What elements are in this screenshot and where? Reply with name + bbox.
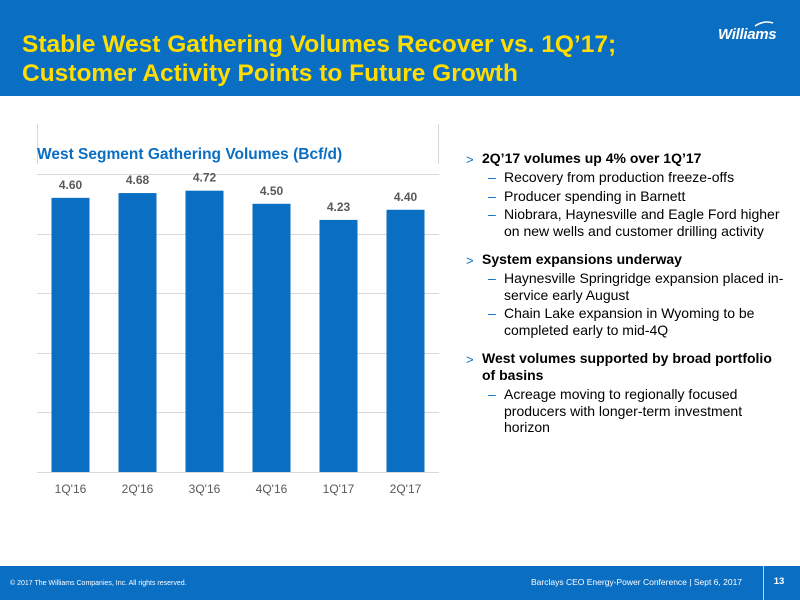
- page-number: 13: [773, 576, 785, 587]
- x-tick-label: 2Q'17: [390, 482, 422, 496]
- bullet-gap: [466, 338, 786, 350]
- dash-icon: –: [488, 270, 496, 286]
- dash-icon: –: [488, 187, 496, 204]
- sub-bullet-text: Chain Lake expansion in Wyoming to be co…: [504, 305, 755, 338]
- logo-swoosh-icon: [754, 21, 774, 27]
- bullet-text: West volumes supported by broad portfoli…: [482, 350, 772, 383]
- sub-bullet-item: – Acreage moving to regionally focused pr…: [466, 386, 786, 436]
- x-tick-label: 4Q'16: [256, 482, 288, 496]
- data-label: 4.68: [126, 173, 150, 187]
- dash-icon: –: [488, 386, 496, 402]
- bullet-list: >2Q’17 volumes up 4% over 1Q’17– Recovery…: [466, 150, 786, 436]
- bullet-item: > System expansions underway: [466, 251, 786, 268]
- data-label: 4.60: [59, 178, 83, 192]
- bar-2Q17: [386, 209, 425, 472]
- bar-4Q16: [252, 203, 291, 473]
- sub-bullet-text: Producer spending in Barnett: [504, 187, 686, 204]
- chevron-right-icon: >: [466, 253, 474, 268]
- sub-bullet-item: – Chain Lake expansion in Wyoming to be c…: [466, 305, 786, 338]
- sub-bullet-text: Recovery from production freeze-offs: [504, 169, 735, 185]
- event-text: Barclays CEO Energy-Power Conference | S…: [531, 577, 743, 587]
- data-label: 4.40: [394, 190, 418, 204]
- copyright-text: © 2017 The Williams Companies, Inc. All …: [10, 580, 187, 587]
- header-bar: [0, 0, 800, 96]
- chevron-right-icon: >: [466, 152, 474, 167]
- bar-2Q16: [118, 193, 157, 472]
- bullet-gap: [466, 239, 786, 251]
- footer-divider: [763, 566, 764, 600]
- williams-logo: Williams: [718, 26, 777, 43]
- chart-area: 4.60 1Q'16 4.68 2Q'16 4.72 3Q'16 4.50 4Q'16 4.23…: [37, 124, 439, 504]
- page-title: Stable West Gathering Volumes Recover vs…: [22, 30, 616, 88]
- data-label: 4.50: [260, 184, 284, 198]
- sub-bullet-text: Haynesville Springridge expansion placed…: [504, 270, 784, 303]
- chevron-right-icon: >: [466, 352, 474, 367]
- sub-bullet-item: – Niobrara, Haynesville and Eagle Ford hi…: [466, 206, 786, 239]
- dash-icon: –: [488, 206, 496, 222]
- sub-bullet-text: Acreage moving to regionally focused pro…: [504, 386, 743, 435]
- x-tick-label: 3Q'16: [189, 482, 221, 496]
- bar-1Q16: [51, 197, 90, 472]
- page-title-line-1: Stable West Gathering Volumes Recover vs…: [22, 31, 617, 58]
- sub-bullet-item: – Haynesville Springridge expansion place…: [466, 270, 786, 303]
- x-tick-label: 2Q'16: [122, 482, 154, 496]
- bullet-item: >2Q’17 volumes up 4% over 1Q’17: [466, 150, 786, 167]
- x-tick-label: 1Q'17: [323, 482, 355, 496]
- bar-1Q17: [319, 219, 358, 472]
- dash-icon: –: [488, 305, 496, 321]
- bar-3Q16: [185, 190, 224, 473]
- page-title-line-2: Customer Activity Points to Future Growt…: [22, 60, 518, 87]
- data-label: 4.23: [327, 200, 351, 214]
- data-label: 4.72: [193, 171, 217, 185]
- sub-bullet-text: Niobrara, Haynesville and Eagle Ford hig…: [504, 206, 780, 239]
- chart-title: West Segment Gathering Volumes (Bcf/d): [37, 146, 343, 163]
- bullet-text: System expansions underway: [482, 251, 682, 267]
- footer-bar: [0, 566, 800, 600]
- dash-icon: –: [488, 169, 496, 185]
- bullet-item: > West volumes supported by broad portfol…: [466, 350, 786, 384]
- sub-bullet-item: – Producer spending in Barnett: [466, 188, 786, 205]
- sub-bullet-item: – Recovery from production freeze-offs: [466, 169, 786, 186]
- bar-chart: 4.60 1Q'16 4.68 2Q'16 4.72 3Q'16 4.50 4Q'16 4.23…: [37, 124, 439, 496]
- bullet-text: 2Q’17 volumes up 4% over 1Q’17: [482, 150, 702, 166]
- x-tick-label: 1Q'16: [55, 482, 87, 496]
